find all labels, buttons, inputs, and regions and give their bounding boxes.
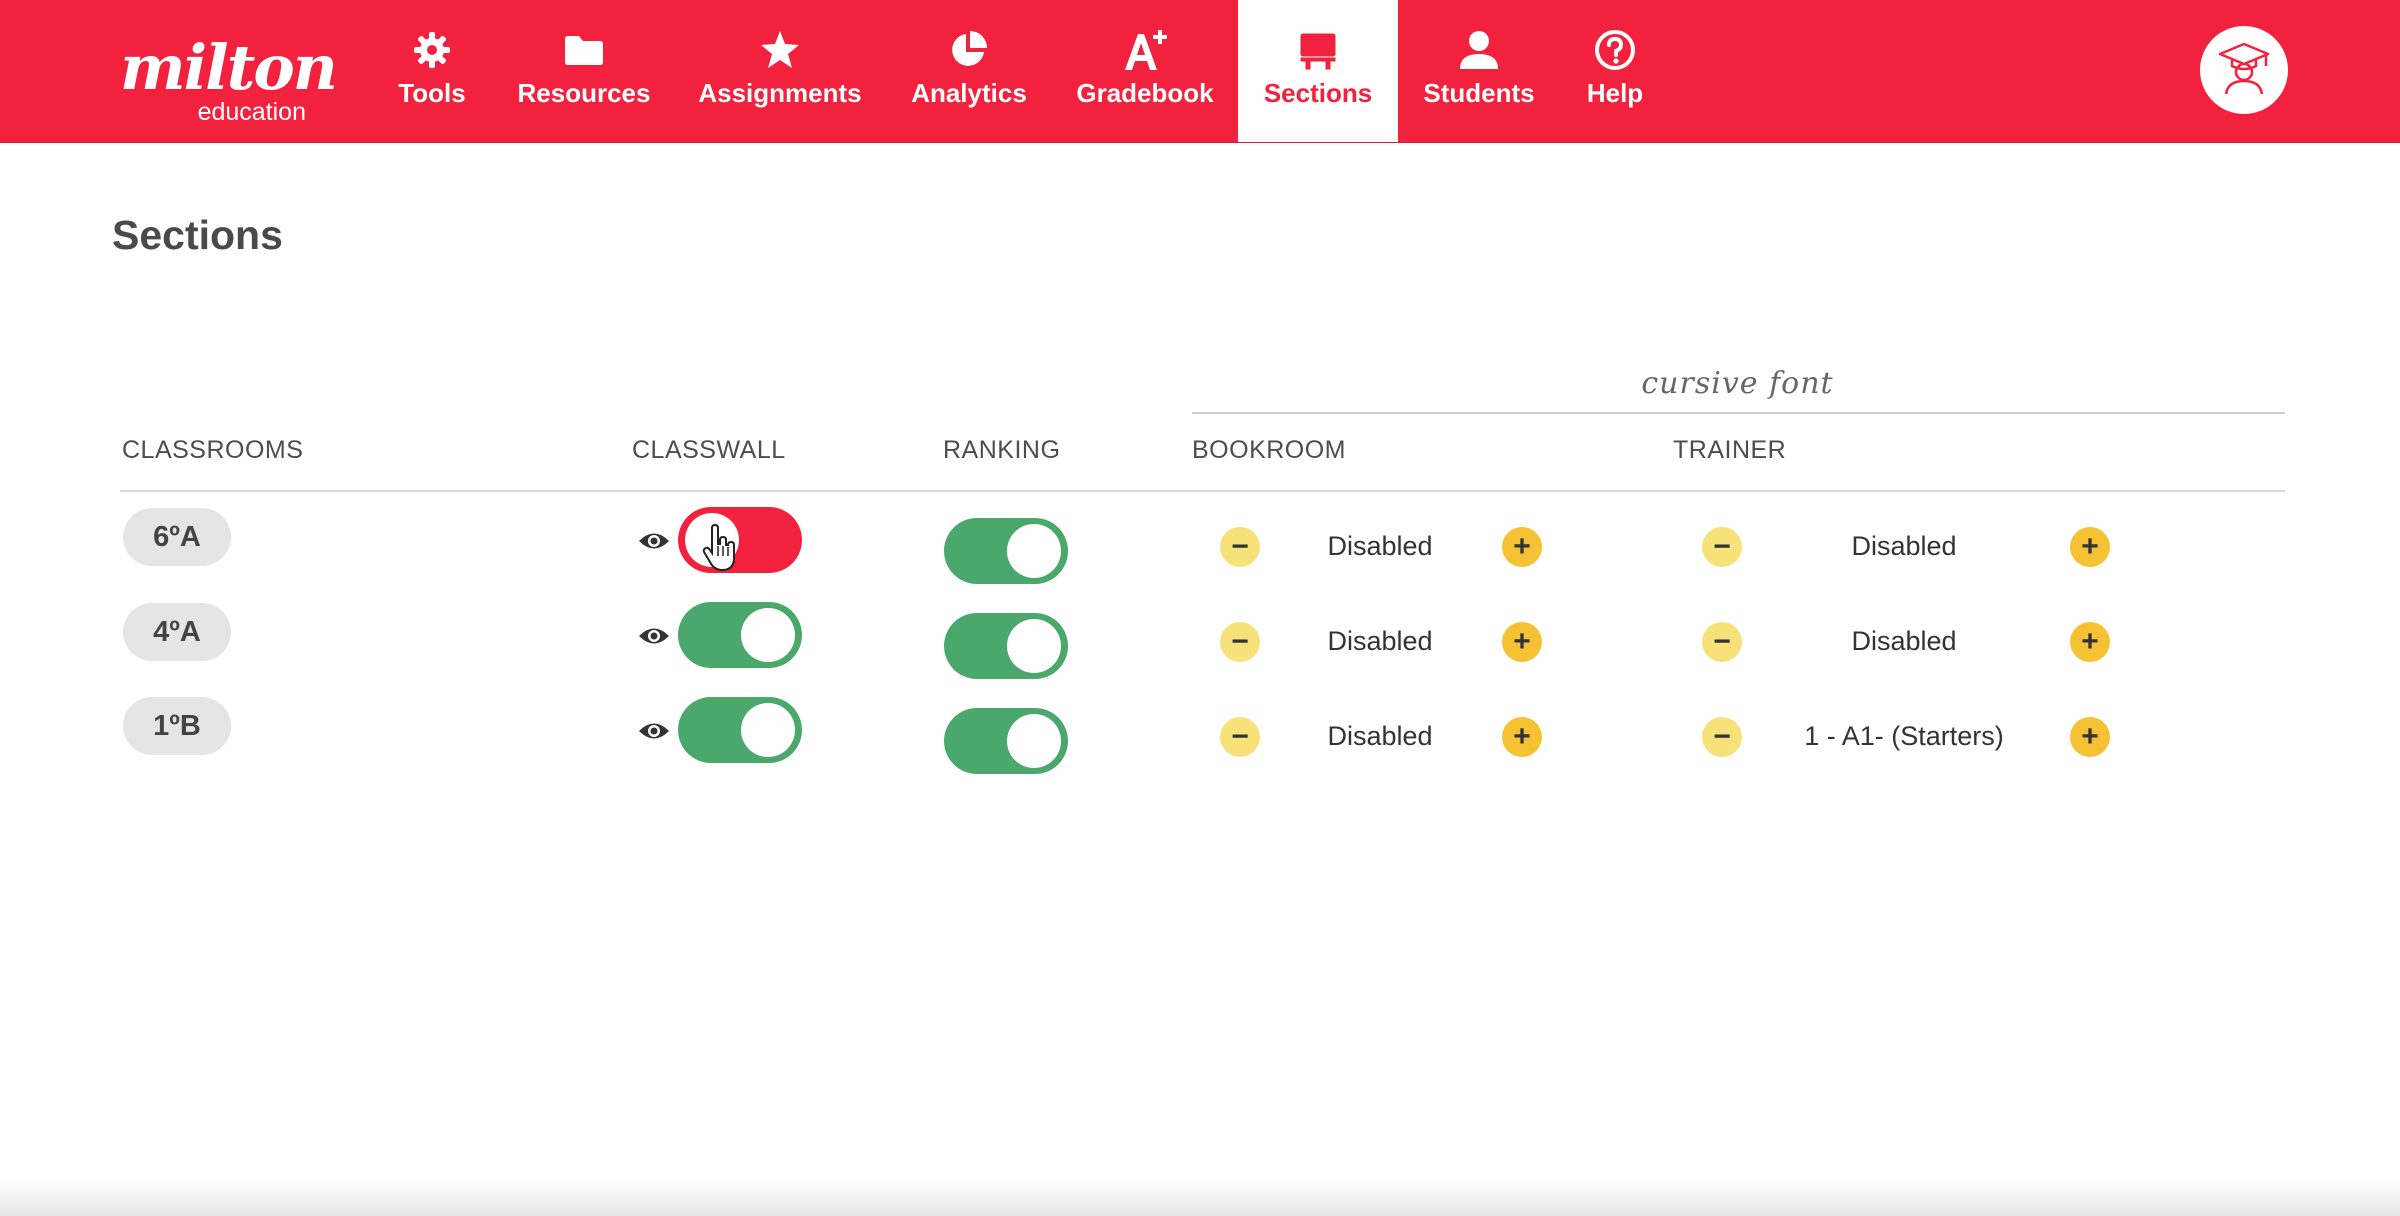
classwall-toggle[interactable] [678, 697, 802, 763]
toggle-knob [1007, 524, 1061, 578]
folder-icon [563, 28, 605, 72]
cursive-font-group-label: cursive font [1641, 366, 1834, 401]
trainer-increase-button[interactable]: + [2070, 622, 2110, 662]
logo-sub-text: education [197, 98, 306, 126]
top-navigation-bar: milton education Tools Resour [0, 0, 2400, 143]
classroom-pill[interactable]: 6ºA [123, 508, 231, 566]
header-classrooms: CLASSROOMS [122, 436, 304, 464]
classwall-toggle[interactable] [678, 602, 802, 668]
toggle-knob [741, 608, 795, 662]
nav-sections[interactable]: Sections [1238, 0, 1398, 142]
star-icon [759, 28, 801, 72]
nav-analytics[interactable]: Analytics [906, 0, 1032, 142]
pie-chart-icon [948, 28, 990, 72]
bookroom-decrease-button[interactable]: − [1220, 622, 1260, 662]
bookroom-increase-button[interactable]: + [1502, 622, 1542, 662]
bookroom-value: Disabled [1327, 531, 1433, 561]
eye-icon[interactable] [638, 720, 670, 742]
presentation-board-icon [1298, 28, 1338, 72]
trainer-decrease-button[interactable]: − [1702, 717, 1742, 757]
trainer-increase-button[interactable]: + [2070, 717, 2110, 757]
bookroom-decrease-button[interactable]: − [1220, 527, 1260, 567]
bookroom-decrease-button[interactable]: − [1220, 717, 1260, 757]
milton-education-logo[interactable]: milton education [120, 32, 338, 127]
group-divider [1192, 412, 2285, 414]
nav-help[interactable]: Help [1570, 0, 1660, 142]
gear-icon [412, 28, 452, 72]
header-trainer: TRAINER [1673, 436, 1787, 464]
trainer-value: 1 - A1- (Starters) [1804, 721, 2004, 751]
classroom-pill[interactable]: 4ºA [123, 603, 231, 661]
bookroom-value: Disabled [1327, 626, 1433, 656]
classwall-toggle[interactable] [678, 507, 802, 573]
ranking-toggle[interactable] [944, 708, 1068, 774]
header-classwall: CLASSWALL [632, 436, 786, 464]
logo-main-text: milton [120, 31, 338, 104]
nav-label: Gradebook [1076, 78, 1214, 108]
nav-label: Sections [1263, 78, 1373, 108]
nav-label: Tools [398, 78, 466, 108]
ranking-toggle[interactable] [944, 613, 1068, 679]
toggle-knob [685, 513, 739, 567]
nav-label: Analytics [911, 78, 1027, 108]
toggle-knob [741, 703, 795, 757]
trainer-decrease-button[interactable]: − [1702, 527, 1742, 567]
header-bookroom: BOOKROOM [1192, 436, 1347, 464]
header-ranking: RANKING [943, 436, 1061, 464]
question-circle-icon [1594, 28, 1636, 72]
classroom-pill[interactable]: 1ºB [123, 697, 231, 755]
nav-label: Help [1586, 78, 1644, 108]
bookroom-value: Disabled [1327, 721, 1433, 751]
nav-label: Assignments [698, 78, 862, 108]
eye-icon[interactable] [638, 530, 670, 552]
nav-label: Students [1423, 78, 1535, 108]
page-title: Sections [112, 212, 283, 258]
grade-a-plus-icon [1121, 28, 1169, 72]
nav-assignments[interactable]: Assignments [694, 0, 866, 142]
trainer-decrease-button[interactable]: − [1702, 622, 1742, 662]
bookroom-increase-button[interactable]: + [1502, 527, 1542, 567]
nav-label: Resources [517, 78, 651, 108]
trainer-value: Disabled [1851, 626, 1957, 656]
trainer-value: Disabled [1851, 531, 1957, 561]
toggle-knob [1007, 619, 1061, 673]
bookroom-increase-button[interactable]: + [1502, 717, 1542, 757]
ranking-toggle[interactable] [944, 518, 1068, 584]
eye-icon[interactable] [638, 625, 670, 647]
user-icon [1458, 28, 1500, 72]
trainer-increase-button[interactable]: + [2070, 527, 2110, 567]
toggle-knob [1007, 714, 1061, 768]
user-avatar[interactable] [2200, 26, 2288, 114]
graduate-avatar-icon [2214, 38, 2274, 103]
header-divider [120, 490, 2285, 492]
bottom-shadow [0, 1180, 2400, 1216]
nav-tools[interactable]: Tools [382, 0, 482, 142]
nav-gradebook[interactable]: Gradebook [1072, 0, 1218, 142]
nav-resources[interactable]: Resources [512, 0, 656, 142]
nav-students[interactable]: Students [1420, 0, 1538, 142]
